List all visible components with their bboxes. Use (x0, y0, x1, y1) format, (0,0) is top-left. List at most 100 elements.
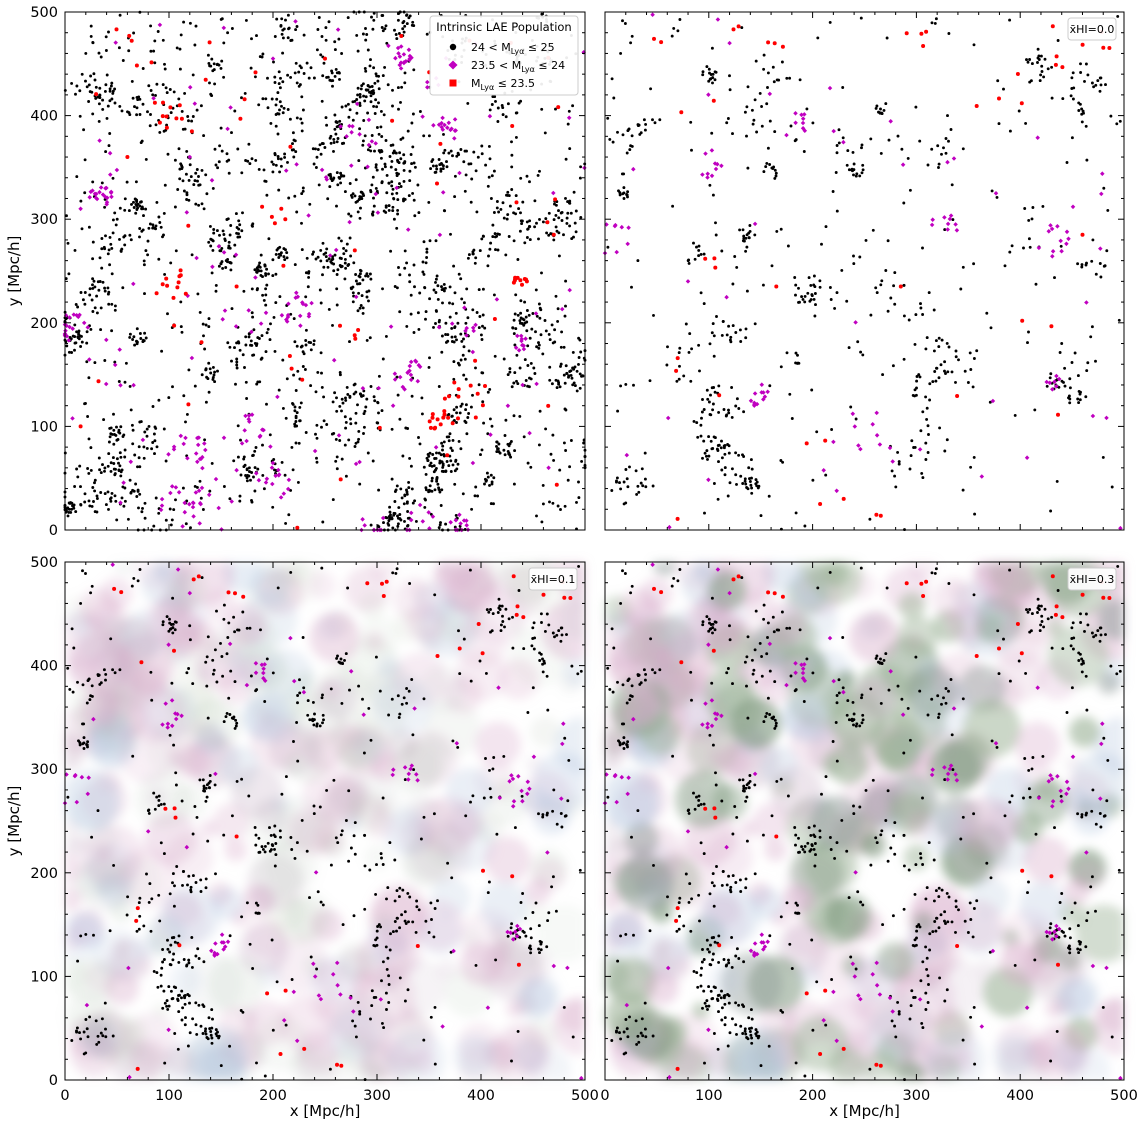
data-point-faint (360, 84, 364, 88)
data-point-faint (370, 15, 373, 19)
data-point-faint (88, 698, 92, 702)
data-point-faint (1069, 94, 1073, 98)
data-point-bright (177, 103, 182, 108)
data-point-faint (157, 794, 161, 798)
data-point-faint (1024, 121, 1028, 125)
data-point-faint (377, 87, 381, 91)
data-point-medium (625, 241, 630, 247)
data-point-faint (408, 582, 412, 585)
data-point-faint (398, 273, 402, 277)
data-point-faint (185, 412, 189, 416)
data-point-faint (155, 445, 159, 449)
data-point-faint (698, 369, 701, 373)
data-point-faint (113, 101, 117, 105)
neutral-field-blob (358, 592, 387, 620)
data-point-faint (436, 297, 440, 301)
data-point-faint (437, 158, 441, 161)
data-point-faint (858, 174, 862, 178)
data-point-faint (159, 841, 163, 845)
data-point-faint (108, 497, 112, 501)
data-point-faint (937, 162, 941, 166)
data-point-faint (353, 852, 357, 856)
data-point-faint (301, 636, 305, 639)
data-point-faint (172, 508, 176, 512)
data-point-faint (379, 925, 383, 929)
neutral-field-blob (93, 664, 142, 713)
data-point-faint (173, 884, 176, 888)
data-point-faint (523, 300, 527, 304)
data-point-faint (229, 268, 233, 272)
data-point-faint (204, 400, 208, 404)
data-point-faint (355, 33, 359, 37)
data-point-faint (158, 919, 162, 923)
data-point-faint (626, 195, 629, 199)
data-point-faint (492, 476, 496, 480)
data-point-faint (165, 123, 169, 127)
data-point-medium (705, 175, 710, 180)
data-point-faint (377, 923, 381, 927)
data-point-faint (331, 84, 334, 88)
data-point-faint (363, 134, 367, 138)
data-point-faint (361, 82, 365, 86)
data-point-faint (343, 190, 347, 194)
data-point-faint (302, 33, 306, 37)
data-point-faint (540, 107, 544, 111)
data-point-faint (394, 488, 398, 492)
data-point-faint (228, 497, 232, 501)
data-point-faint (794, 283, 798, 287)
data-point-faint (104, 49, 108, 52)
data-point-faint (879, 107, 882, 111)
data-point-faint (216, 166, 220, 170)
data-point-faint (334, 459, 338, 463)
data-point-faint (132, 206, 136, 209)
data-point-faint (171, 958, 175, 962)
data-point-faint (316, 370, 320, 374)
data-point-faint (887, 138, 891, 142)
data-point-faint (89, 74, 93, 78)
data-point-faint (434, 466, 438, 470)
data-point-medium (567, 287, 572, 293)
data-point-faint (805, 107, 809, 111)
legend-entry-3-pre: M (471, 77, 481, 90)
data-point-faint (444, 470, 448, 473)
data-point-faint (228, 713, 232, 716)
data-point-faint (137, 901, 141, 905)
data-point-faint (309, 384, 313, 388)
data-point-faint (399, 157, 403, 161)
data-point-faint (491, 223, 495, 227)
data-point-faint (347, 263, 351, 266)
data-point-bright (1015, 72, 1020, 76)
data-point-faint (615, 479, 618, 483)
data-point-faint (66, 514, 70, 518)
data-point-faint (138, 492, 142, 496)
data-point-faint (104, 150, 108, 154)
data-point-faint (172, 952, 176, 956)
data-point-faint (1023, 207, 1027, 210)
data-point-faint (765, 161, 769, 165)
data-point-faint (774, 174, 778, 178)
data-point-faint (495, 200, 499, 203)
data-point-faint (548, 500, 551, 504)
data-point-medium (850, 411, 856, 417)
data-point-faint (329, 174, 333, 178)
data-point-faint (405, 261, 409, 265)
data-point-faint (434, 277, 438, 281)
data-point-faint (636, 484, 640, 488)
data-point-faint (162, 211, 166, 215)
data-point-faint (261, 293, 265, 297)
data-point-faint (89, 327, 93, 331)
data-point-faint (430, 464, 434, 468)
data-point-bright (652, 36, 656, 41)
neutral-field-blob (155, 563, 173, 581)
data-point-faint (779, 365, 783, 369)
data-point-faint (496, 232, 500, 236)
data-point-faint (570, 664, 574, 668)
data-point-faint (425, 247, 429, 251)
data-point-faint (376, 925, 380, 928)
data-point-faint (1080, 112, 1084, 116)
data-point-faint (529, 361, 533, 365)
data-point-faint (563, 504, 567, 508)
data-point-faint (319, 53, 323, 57)
data-point-faint (281, 51, 285, 55)
data-point-faint (396, 208, 400, 212)
